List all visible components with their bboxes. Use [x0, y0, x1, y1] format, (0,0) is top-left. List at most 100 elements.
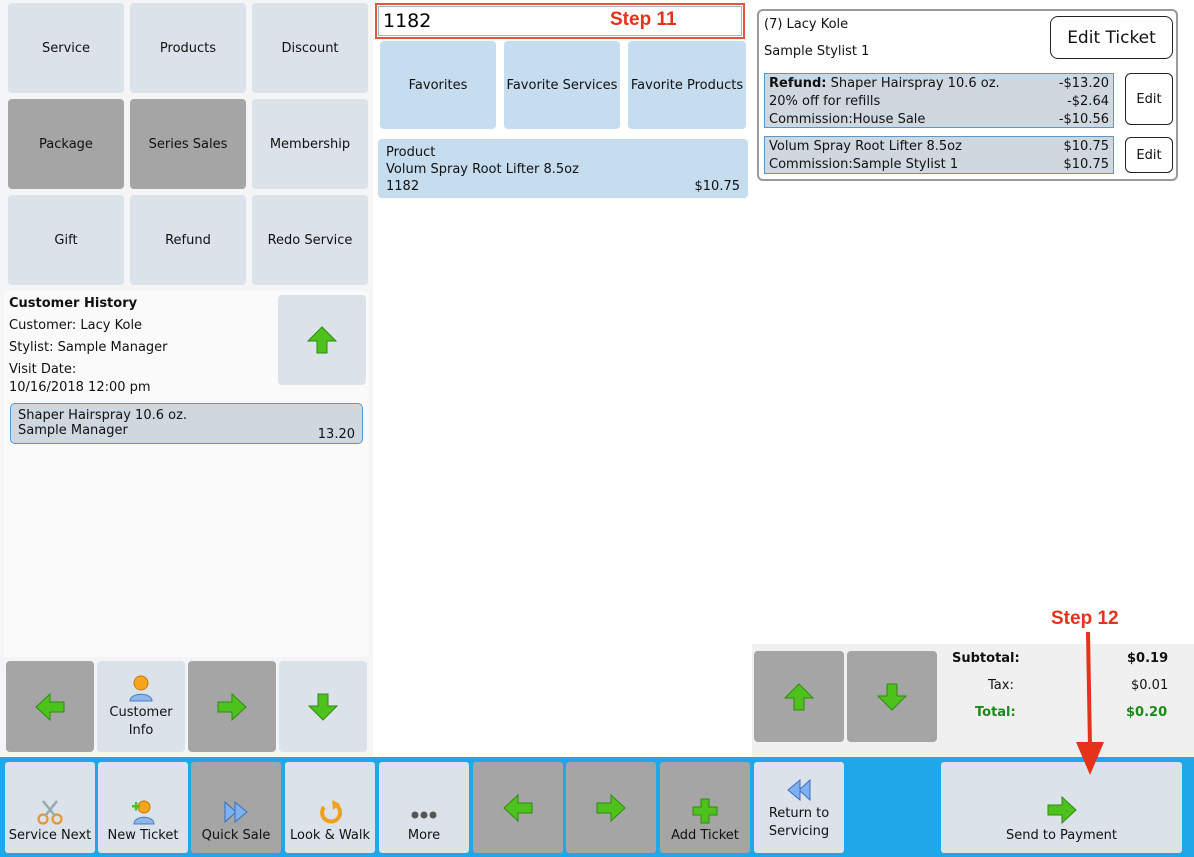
history-item-name: Shaper Hairspray 10.6 oz. [18, 408, 188, 423]
subtotal-label: Subtotal: [952, 651, 1020, 666]
step-12-annotation: Step 12 [1051, 608, 1119, 629]
quick-sale-button[interactable]: Quick Sale [191, 762, 281, 853]
rewind-icon [787, 778, 811, 802]
arrow-right-icon [596, 793, 626, 822]
favorites-button[interactable]: Favorites [380, 41, 496, 129]
ticket-item-product[interactable]: Volum Spray Root Lifter 8.5oz $10.75 Comm… [764, 136, 1114, 174]
category-refund-button[interactable]: Refund [130, 195, 246, 285]
edit-item-2-button[interactable]: Edit [1125, 137, 1173, 173]
refund-discount: 20% off for refills [769, 94, 881, 109]
category-membership-label: Membership [269, 136, 351, 152]
tax-label: Tax: [988, 678, 1014, 693]
category-redo-service-button[interactable]: Redo Service [252, 195, 368, 285]
return-arrow-icon [320, 800, 343, 824]
category-series-sales-button[interactable]: Series Sales [130, 99, 246, 189]
product-type: Product [386, 145, 436, 160]
toolbar-next-button[interactable] [566, 762, 656, 853]
history-visit-label: Visit Date: [9, 362, 77, 377]
arrow-right-icon [1047, 795, 1077, 825]
category-products-button[interactable]: Products [130, 3, 246, 93]
send-to-payment-label: Send to Payment [1006, 828, 1117, 843]
history-scroll-up-button[interactable] [278, 295, 366, 385]
service-next-label: Service Next [8, 828, 92, 843]
edit-item-1-button[interactable]: Edit [1125, 73, 1173, 125]
customer-info-button[interactable]: Customer Info [97, 661, 185, 752]
history-next-button[interactable] [188, 661, 276, 752]
product-name: Volum Spray Root Lifter 8.5oz [386, 162, 579, 177]
refund-item-amount: -$13.20 [1058, 76, 1109, 91]
send-to-payment-button[interactable]: Send to Payment [941, 762, 1182, 853]
ticket-scroll-up-button[interactable] [754, 651, 844, 742]
refund-commission: Commission:House Sale [769, 112, 926, 127]
favorite-services-button[interactable]: Favorite Services [504, 41, 620, 129]
category-series-sales-label: Series Sales [148, 136, 228, 152]
new-ticket-label: New Ticket [107, 828, 179, 843]
arrow-right-icon [217, 692, 247, 721]
arrow-left-icon [503, 793, 533, 822]
fast-forward-icon [224, 800, 248, 824]
history-customer: Customer: Lacy Kole [9, 318, 143, 333]
refund-discount-amount: -$2.64 [1067, 94, 1109, 109]
ticket-stylist: Sample Stylist 1 [764, 44, 870, 59]
category-refund-label: Refund [165, 232, 211, 248]
history-item-staff: Sample Manager [18, 423, 128, 438]
category-gift-label: Gift [54, 232, 78, 248]
return-servicing-label: Return to Servicing [768, 806, 830, 839]
product-item-name: Volum Spray Root Lifter 8.5oz [769, 139, 962, 154]
favorite-products-label: Favorite Products [630, 77, 744, 93]
total-label: Total: [975, 705, 1016, 720]
refund-commission-amount: -$10.56 [1058, 112, 1109, 127]
step-11-annotation: Step 11 [610, 9, 677, 30]
favorites-label: Favorites [408, 77, 468, 93]
ticket-scroll-down-button[interactable] [847, 651, 937, 742]
more-dots-icon [411, 811, 437, 819]
refund-label: Refund: [769, 76, 827, 91]
new-ticket-button[interactable]: New Ticket [98, 762, 188, 853]
look-walk-label: Look & Walk [290, 828, 370, 843]
product-commission: Commission:Sample Stylist 1 [769, 157, 959, 172]
product-result-card[interactable]: Product Volum Spray Root Lifter 8.5oz 11… [378, 139, 748, 198]
category-discount-label: Discount [281, 40, 339, 56]
add-ticket-button[interactable]: Add Ticket [660, 762, 750, 853]
tax-value: $0.01 [1131, 678, 1169, 693]
return-servicing-button[interactable]: Return to Servicing [754, 762, 844, 853]
search-box [375, 3, 745, 39]
service-next-button[interactable]: Service Next [5, 762, 95, 853]
refund-item-name: Shaper Hairspray 10.6 oz. [830, 76, 1000, 91]
favorite-products-button[interactable]: Favorite Products [628, 41, 746, 129]
category-package-label: Package [39, 136, 93, 152]
ticket-item-refund[interactable]: Refund: Shaper Hairspray 10.6 oz. -$13.20… [764, 73, 1114, 128]
category-service-button[interactable]: Service [8, 3, 124, 93]
edit-item-1-label: Edit [1136, 91, 1162, 107]
history-item-card[interactable]: Shaper Hairspray 10.6 oz. Sample Manager… [10, 403, 363, 444]
more-button[interactable]: More [379, 762, 469, 853]
edit-item-2-label: Edit [1136, 147, 1162, 163]
total-value: $0.20 [1126, 705, 1168, 720]
history-prev-button[interactable] [6, 661, 94, 752]
toolbar-prev-button[interactable] [473, 762, 563, 853]
person-icon [129, 675, 153, 701]
arrow-down-icon [876, 683, 908, 711]
history-stylist: Stylist: Sample Manager [9, 340, 168, 355]
arrow-up-icon [783, 682, 815, 710]
product-item-amount: $10.75 [1063, 139, 1110, 154]
product-code: 1182 [386, 179, 420, 194]
category-gift-button[interactable]: Gift [8, 195, 124, 285]
subtotal-value: $0.19 [1127, 651, 1169, 666]
customer-history-title: Customer History [9, 296, 138, 311]
category-redo-service-label: Redo Service [267, 232, 353, 248]
scissors-icon [37, 800, 63, 825]
category-discount-button[interactable]: Discount [252, 3, 368, 93]
category-package-button[interactable]: Package [8, 99, 124, 189]
ticket-customer: (7) Lacy Kole [764, 17, 849, 32]
category-membership-button[interactable]: Membership [252, 99, 368, 189]
annotation-arrow-icon [1076, 631, 1104, 775]
look-walk-button[interactable]: Look & Walk [285, 762, 375, 853]
edit-ticket-label: Edit Ticket [1067, 27, 1156, 48]
new-ticket-person-icon [132, 800, 155, 825]
history-item-amount: 13.20 [317, 427, 355, 442]
history-scroll-down-button[interactable] [279, 661, 367, 752]
search-input[interactable] [378, 6, 742, 36]
history-visit-date: 10/16/2018 12:00 pm [9, 380, 151, 395]
edit-ticket-button[interactable]: Edit Ticket [1050, 16, 1173, 59]
